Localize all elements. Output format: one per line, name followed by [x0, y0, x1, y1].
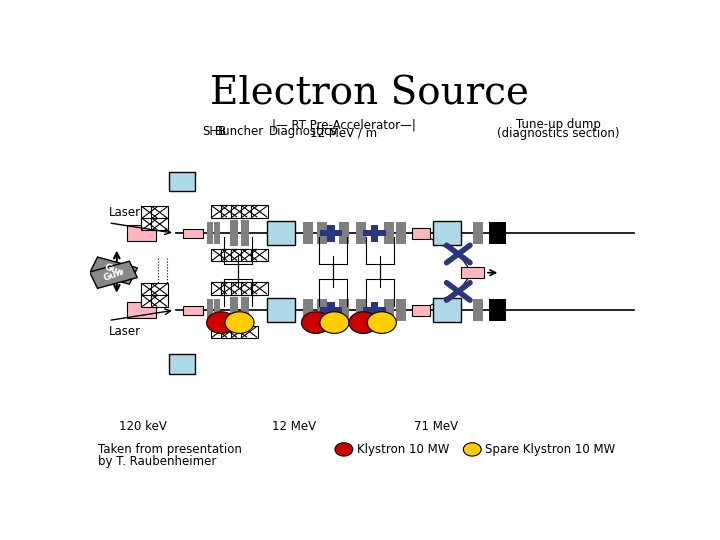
Bar	[461, 267, 484, 278]
Bar	[327, 225, 335, 241]
Circle shape	[349, 312, 378, 333]
Text: Laser: Laser	[109, 325, 140, 338]
Circle shape	[463, 443, 481, 456]
Text: 12 MeV / m: 12 MeV / m	[310, 127, 377, 140]
Bar	[127, 302, 156, 318]
Bar	[207, 222, 213, 244]
Bar	[320, 230, 342, 236]
Bar	[327, 302, 335, 319]
Circle shape	[302, 312, 330, 333]
Bar	[241, 205, 258, 218]
Text: |— RT Pre-Accelerator—|: |— RT Pre-Accelerator—|	[272, 118, 416, 131]
Bar	[356, 299, 366, 321]
Bar	[184, 228, 203, 238]
Bar	[211, 326, 228, 338]
Bar	[396, 222, 406, 244]
Text: Gun: Gun	[102, 263, 125, 278]
Text: Tune-up dump: Tune-up dump	[516, 118, 601, 131]
Polygon shape	[89, 261, 138, 288]
Circle shape	[320, 312, 349, 333]
Bar	[356, 222, 366, 244]
Bar	[211, 282, 228, 295]
Bar	[339, 222, 349, 244]
Bar	[339, 299, 349, 321]
Bar	[251, 248, 268, 261]
Bar	[302, 299, 312, 321]
Bar	[141, 218, 158, 230]
Circle shape	[335, 443, 353, 456]
Bar	[251, 205, 268, 218]
Bar	[317, 299, 327, 321]
Text: (diagnostics section): (diagnostics section)	[498, 127, 620, 140]
Bar	[267, 298, 294, 322]
Bar	[241, 220, 249, 246]
Bar	[221, 248, 238, 261]
Bar	[141, 295, 158, 307]
Bar	[230, 297, 238, 323]
Bar	[151, 283, 168, 295]
Bar	[241, 297, 249, 323]
Bar	[412, 227, 430, 239]
Bar	[384, 222, 394, 244]
Bar	[241, 282, 258, 295]
Bar	[151, 218, 168, 230]
Text: Spare Klystron 10 MW: Spare Klystron 10 MW	[485, 443, 616, 456]
Polygon shape	[89, 257, 138, 284]
Circle shape	[367, 312, 396, 333]
Bar	[231, 326, 248, 338]
Bar	[384, 299, 394, 321]
Bar	[231, 205, 248, 218]
Bar	[231, 282, 248, 295]
Bar	[211, 248, 228, 261]
Bar	[215, 299, 220, 321]
Bar	[267, 221, 294, 245]
Bar	[364, 307, 386, 313]
Text: by T. Raubenheimer: by T. Raubenheimer	[99, 455, 217, 468]
Bar	[251, 282, 268, 295]
Bar	[302, 222, 312, 244]
Bar	[489, 299, 505, 321]
Bar	[221, 326, 238, 338]
Bar	[215, 222, 220, 244]
Bar	[412, 305, 430, 316]
Bar	[241, 326, 258, 338]
Bar	[396, 299, 406, 321]
Bar	[141, 206, 158, 219]
Bar	[433, 298, 461, 322]
Bar	[371, 302, 379, 319]
Text: Klystron 10 MW: Klystron 10 MW	[356, 443, 449, 456]
Text: Diagnostics: Diagnostics	[269, 125, 337, 138]
Text: Gun: Gun	[102, 267, 125, 282]
Bar	[231, 248, 248, 261]
Bar	[371, 225, 379, 241]
Bar	[151, 206, 168, 219]
Bar	[320, 307, 342, 313]
Bar	[127, 225, 156, 241]
Bar	[221, 205, 238, 218]
Circle shape	[207, 312, 235, 333]
Text: SHB: SHB	[202, 125, 226, 138]
Bar	[433, 221, 461, 245]
Bar	[473, 299, 483, 321]
Text: Electron Source: Electron Source	[210, 75, 528, 112]
Text: Laser: Laser	[109, 206, 140, 219]
Circle shape	[225, 312, 254, 333]
Bar	[473, 222, 483, 244]
Text: Taken from presentation: Taken from presentation	[99, 443, 242, 456]
Text: 71 MeV: 71 MeV	[414, 420, 458, 433]
Bar	[241, 248, 258, 261]
Bar	[207, 299, 213, 321]
Bar	[141, 283, 158, 295]
Text: 120 keV: 120 keV	[119, 420, 167, 433]
Bar	[211, 205, 228, 218]
Text: 12 MeV: 12 MeV	[271, 420, 316, 433]
Bar	[317, 222, 327, 244]
Text: Buncher: Buncher	[215, 125, 264, 138]
Bar	[364, 230, 386, 236]
Bar	[151, 295, 168, 307]
Bar	[221, 282, 238, 295]
Bar	[489, 222, 505, 244]
Bar	[184, 306, 203, 315]
Bar	[230, 220, 238, 246]
